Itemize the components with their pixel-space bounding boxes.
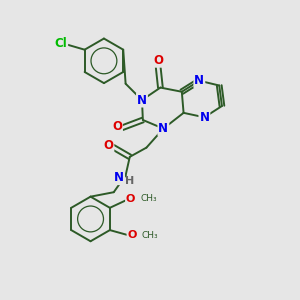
Text: N: N bbox=[194, 74, 204, 87]
Text: CH₃: CH₃ bbox=[140, 194, 157, 203]
Text: N: N bbox=[114, 171, 124, 184]
Text: N: N bbox=[137, 94, 147, 106]
Text: O: O bbox=[128, 230, 137, 241]
Text: O: O bbox=[126, 194, 135, 204]
Text: H: H bbox=[124, 176, 134, 186]
Text: CH₃: CH₃ bbox=[142, 231, 158, 240]
Text: O: O bbox=[153, 54, 163, 67]
Text: O: O bbox=[103, 139, 113, 152]
Text: O: O bbox=[112, 120, 122, 133]
Text: N: N bbox=[158, 122, 168, 135]
Text: N: N bbox=[200, 111, 209, 124]
Text: Cl: Cl bbox=[55, 37, 67, 50]
